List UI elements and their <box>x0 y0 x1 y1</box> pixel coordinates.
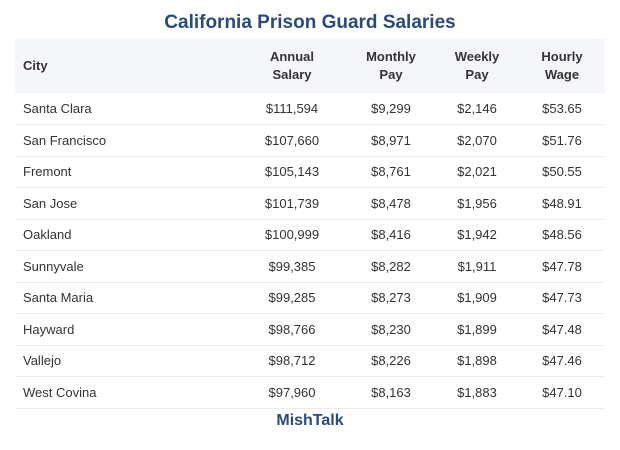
cell-monthly-pay: $8,163 <box>371 384 411 400</box>
cell-monthly-pay: $8,971 <box>371 132 411 148</box>
cell-hourly-wage: $48.91 <box>542 195 582 211</box>
cell-annual-salary: $100,999 <box>264 227 320 243</box>
cell-city: Oakland <box>23 227 72 243</box>
table-title: California Prison Guard Salaries <box>164 12 456 33</box>
cell-annual-salary: $97,960 <box>268 384 316 400</box>
cell-monthly-pay: $8,478 <box>371 195 411 211</box>
header-monthly-line1: Monthly <box>366 49 416 64</box>
cell-city: Vallejo <box>23 353 62 369</box>
header-monthly-line2: Pay <box>379 67 403 82</box>
cell-monthly-pay: $9,299 <box>371 101 411 116</box>
header-annual-salary: Annual Salary <box>237 39 347 93</box>
cell-annual-salary: $105,143 <box>264 164 320 180</box>
cell-monthly-pay: $8,230 <box>371 321 411 337</box>
header-row: City Annual Salary Monthly Pay Weekly Pa… <box>15 39 605 93</box>
cell-monthly-pay: $8,416 <box>371 227 411 243</box>
cell-monthly-pay: $8,761 <box>371 164 411 180</box>
cell-weekly-pay: $1,942 <box>457 227 497 243</box>
cell-annual-salary: $99,285 <box>268 290 316 306</box>
cell-monthly-pay: $8,282 <box>371 258 411 274</box>
cell-hourly-wage: $47.78 <box>542 258 582 274</box>
header-weekly-line1: Weekly <box>454 49 500 64</box>
header-annual-line2: Salary <box>272 67 312 82</box>
table-row: Santa Maria $99,285 $8,273 $1,909 $47.73 <box>15 282 605 314</box>
cell-weekly-pay: $1,883 <box>457 384 497 400</box>
cell-hourly-wage: $47.46 <box>542 353 582 369</box>
cell-hourly-wage: $51.76 <box>542 132 582 148</box>
cell-hourly-wage: $47.48 <box>542 321 582 337</box>
cell-annual-salary: $98,766 <box>268 321 316 337</box>
header-annual-line1: Annual <box>269 49 315 64</box>
cell-annual-salary: $99,385 <box>268 258 316 274</box>
cell-city: Sunnyvale <box>23 258 84 274</box>
table-row: Sunnyvale $99,385 $8,282 $1,911 $47.78 <box>15 251 605 282</box>
cell-weekly-pay: $1,956 <box>457 195 497 211</box>
table-row: Hayward $98,766 $8,230 $1,899 $47.48 <box>15 314 605 345</box>
header-weekly-line2: Pay <box>465 67 489 82</box>
cell-city: Santa Clara <box>23 101 92 116</box>
source-credit: MishTalk <box>276 412 344 429</box>
header-weekly-pay: Weekly Pay <box>435 39 519 93</box>
cell-weekly-pay: $1,911 <box>457 258 497 274</box>
cell-hourly-wage: $53.65 <box>542 101 582 116</box>
header-hourly-wage: Hourly Wage <box>519 39 605 93</box>
cell-weekly-pay: $2,070 <box>457 132 497 148</box>
cell-city: Hayward <box>23 321 75 337</box>
cell-city: Santa Maria <box>23 290 94 306</box>
header-hourly-line1: Hourly <box>541 49 583 64</box>
table-row: Oakland $100,999 $8,416 $1,942 $48.56 <box>15 219 605 251</box>
header-city-label: City <box>23 58 48 73</box>
header-monthly-pay: Monthly Pay <box>347 39 435 93</box>
cell-monthly-pay: $8,273 <box>371 290 411 306</box>
cell-hourly-wage: $50.55 <box>542 164 582 180</box>
cell-weekly-pay: $1,898 <box>457 353 497 369</box>
cell-hourly-wage: $48.56 <box>542 227 582 243</box>
table-row: Santa Clara $111,594 $9,299 $2,146 $53.6… <box>15 93 605 125</box>
salary-table: City Annual Salary Monthly Pay Weekly Pa… <box>15 39 605 409</box>
cell-city: Fremont <box>23 164 72 180</box>
cell-hourly-wage: $47.73 <box>542 290 582 306</box>
cell-weekly-pay: $2,021 <box>457 164 497 180</box>
cell-weekly-pay: $2,146 <box>457 101 497 116</box>
cell-monthly-pay: $8,226 <box>371 353 411 369</box>
header-hourly-line2: Wage <box>544 67 580 82</box>
table-body: Santa Clara $111,594 $9,299 $2,146 $53.6… <box>15 93 605 408</box>
header-city: City <box>15 39 237 93</box>
table-header: City Annual Salary Monthly Pay Weekly Pa… <box>15 39 605 93</box>
cell-weekly-pay: $1,909 <box>457 290 497 306</box>
cell-annual-salary: $98,712 <box>268 353 316 369</box>
cell-annual-salary: $101,739 <box>264 195 320 211</box>
cell-city: San Jose <box>23 195 78 211</box>
table-row: West Covina $97,960 $8,163 $1,883 $47.10 <box>15 377 605 408</box>
table-row: Vallejo $98,712 $8,226 $1,898 $47.46 <box>15 345 605 377</box>
table-row: Fremont $105,143 $8,761 $2,021 $50.55 <box>15 156 605 188</box>
cell-weekly-pay: $1,899 <box>457 321 497 337</box>
salary-table-container: City Annual Salary Monthly Pay Weekly Pa… <box>15 39 605 409</box>
cell-city: West Covina <box>23 384 97 400</box>
cell-annual-salary: $111,594 <box>265 101 319 116</box>
cell-annual-salary: $107,660 <box>264 132 320 148</box>
cell-hourly-wage: $47.10 <box>542 384 582 400</box>
table-row: San Jose $101,739 $8,478 $1,956 $48.91 <box>15 188 605 219</box>
cell-city: San Francisco <box>23 132 107 148</box>
table-row: San Francisco $107,660 $8,971 $2,070 $51… <box>15 125 605 156</box>
